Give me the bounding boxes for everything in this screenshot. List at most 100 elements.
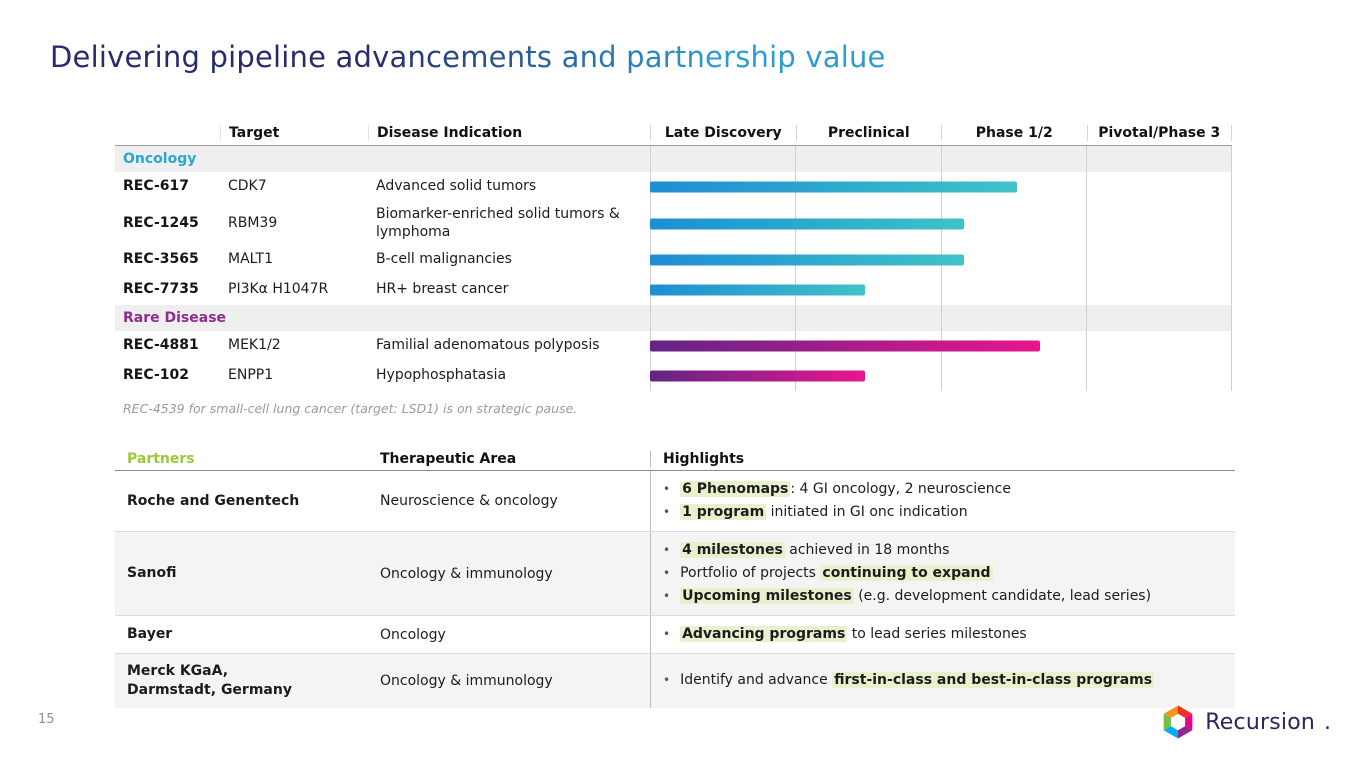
section-label-oncology: Oncology	[123, 151, 197, 167]
pipeline-row-rec-617: REC-617 CDK7 Advanced solid tumors	[115, 172, 1232, 202]
strategic-pause-footnote: REC-4539 for small-cell lung cancer (tar…	[123, 401, 578, 416]
partner-name: Bayer	[127, 626, 173, 643]
program-target: PI3Kα H1047R	[228, 281, 329, 298]
program-target: CDK7	[228, 178, 267, 195]
partners-table: Partners Therapeutic Area Highlights Roc…	[115, 447, 1235, 708]
page-title: Delivering pipeline advancements and par…	[50, 40, 886, 74]
program-name: REC-3565	[123, 251, 199, 268]
highlight-bullet: Portfolio of projects continuing to expa…	[663, 562, 1225, 585]
recursion-logo-icon	[1164, 705, 1193, 739]
program-disease: Advanced solid tumors	[376, 178, 537, 195]
pipeline-bar	[650, 370, 866, 382]
pipeline-row-rec-4881: REC-4881 MEK1/2 Familial adenomatous pol…	[115, 331, 1232, 361]
partner-row-sanofi: Sanofi Oncology & immunology 4 milestone…	[115, 531, 1235, 615]
column-header-highlights: Highlights	[650, 450, 1235, 467]
program-disease: Biomarker-enriched solid tumors & lympho…	[376, 206, 620, 240]
program-target: MALT1	[228, 251, 273, 268]
pipeline-bar	[650, 254, 965, 266]
bullet-dot	[663, 562, 680, 585]
highlight-bullet: Identify and advance first-in-class and …	[663, 669, 1225, 692]
stage-grid	[650, 202, 1232, 245]
stage-grid	[650, 245, 1232, 275]
program-disease: HR+ breast cancer	[376, 281, 509, 298]
stage-grid	[650, 331, 1232, 361]
pipeline-row-rec-1245: REC-1245 RBM39 Biomarker-enriched solid …	[115, 202, 1232, 245]
program-name: REC-4881	[123, 337, 199, 354]
highlight-phrase: Upcoming milestones	[680, 588, 854, 604]
program-name: REC-7735	[123, 281, 199, 298]
partner-name: Roche and Genentech	[127, 492, 300, 509]
partner-area: Oncology & immunology	[380, 565, 553, 582]
highlight-phrase: first-in-class and best-in-class program…	[832, 672, 1155, 689]
logo-mark: .	[1324, 709, 1331, 735]
highlight-bullet: 1 program initiated in GI onc indication	[663, 501, 1225, 524]
stage-grid	[650, 305, 1232, 331]
partner-row-merck: Merck KGaA, Darmstadt, Germany Oncology …	[115, 653, 1235, 708]
partner-area: Oncology	[380, 626, 446, 643]
highlight-phrase: 1 program	[680, 504, 767, 520]
bullet-dot	[663, 623, 680, 646]
program-disease: B-cell malignancies	[376, 251, 512, 268]
section-label-rare-disease: Rare Disease	[123, 310, 227, 326]
column-header-pivotal-phase-3: Pivotal/Phase 3	[1086, 124, 1232, 141]
column-header-target: Target	[220, 124, 368, 141]
pipeline-header-row: Target Disease Indication Late Discovery…	[115, 120, 1232, 146]
partner-area: Oncology & immunology	[380, 672, 553, 689]
partner-highlights: 4 milestones achieved in 18 months Portf…	[650, 532, 1235, 615]
pipeline-row-rec-3565: REC-3565 MALT1 B-cell malignancies	[115, 245, 1232, 275]
highlight-bullet: Upcoming milestones (e.g. development ca…	[663, 585, 1225, 608]
stage-grid	[650, 172, 1232, 202]
program-name: REC-1245	[123, 214, 199, 231]
program-target: RBM39	[228, 214, 278, 231]
highlight-bullet: 4 milestones achieved in 18 months	[663, 539, 1225, 562]
partner-area: Neuroscience & oncology	[380, 493, 558, 509]
partner-name: Merck KGaA, Darmstadt, Germany	[127, 663, 292, 698]
program-name: REC-102	[123, 367, 189, 384]
pipeline-row-rec-102: REC-102 ENPP1 Hypophosphatasia	[115, 361, 1232, 391]
bullet-dot	[663, 585, 680, 608]
highlight-bullet: Advancing programs to lead series milest…	[663, 623, 1225, 646]
stage-grid	[650, 146, 1232, 172]
highlight-bullet: 6 Phenomaps: 4 GI oncology, 2 neuroscien…	[663, 478, 1225, 501]
program-disease: Hypophosphatasia	[376, 367, 507, 384]
program-name: REC-617	[123, 178, 189, 195]
program-disease: Familial adenomatous polyposis	[376, 337, 600, 354]
column-header-therapeutic-area: Therapeutic Area	[380, 450, 517, 467]
bullet-dot	[663, 669, 680, 692]
column-header-preclinical: Preclinical	[795, 124, 942, 141]
bullet-dot	[663, 478, 680, 501]
bullet-dot	[663, 539, 680, 562]
column-header-phase-1-2: Phase 1/2	[941, 124, 1087, 141]
recursion-logo: Recursion.	[1160, 704, 1331, 740]
pipeline-bar	[650, 284, 866, 296]
pipeline-bar	[650, 218, 965, 229]
stage-grid	[650, 361, 1232, 391]
partner-row-roche: Roche and Genentech Neuroscience & oncol…	[115, 471, 1235, 531]
partner-row-bayer: Bayer Oncology Advancing programs to lea…	[115, 615, 1235, 653]
bullet-dot	[663, 501, 680, 524]
partner-highlights: Identify and advance first-in-class and …	[650, 654, 1235, 708]
highlight-phrase: 4 milestones	[680, 542, 785, 558]
pipeline-bar	[650, 181, 1017, 193]
program-target: ENPP1	[228, 367, 274, 384]
section-row-oncology: Oncology	[115, 146, 1232, 172]
program-target: MEK1/2	[228, 337, 281, 354]
section-row-rare-disease: Rare Disease	[115, 305, 1232, 331]
column-header-late-discovery: Late Discovery	[650, 124, 796, 141]
partner-highlights: Advancing programs to lead series milest…	[650, 616, 1235, 653]
partners-header-row: Partners Therapeutic Area Highlights	[115, 447, 1235, 471]
page-number: 15	[38, 712, 55, 727]
partner-highlights: 6 Phenomaps: 4 GI oncology, 2 neuroscien…	[650, 471, 1235, 531]
partner-name: Sanofi	[127, 565, 177, 582]
highlight-phrase: 6 Phenomaps	[680, 481, 791, 497]
pipeline-bar	[650, 340, 1040, 352]
column-header-disease: Disease Indication	[368, 124, 650, 141]
logo-wordmark: Recursion	[1205, 709, 1315, 735]
column-header-partners: Partners	[127, 450, 195, 467]
pipeline-row-rec-7735: REC-7735 PI3Kα H1047R HR+ breast cancer	[115, 275, 1232, 305]
stage-grid	[650, 275, 1232, 305]
highlight-phrase: Advancing programs	[680, 626, 848, 642]
highlight-phrase: continuing to expand	[820, 565, 993, 581]
pipeline-table: Target Disease Indication Late Discovery…	[115, 120, 1232, 416]
